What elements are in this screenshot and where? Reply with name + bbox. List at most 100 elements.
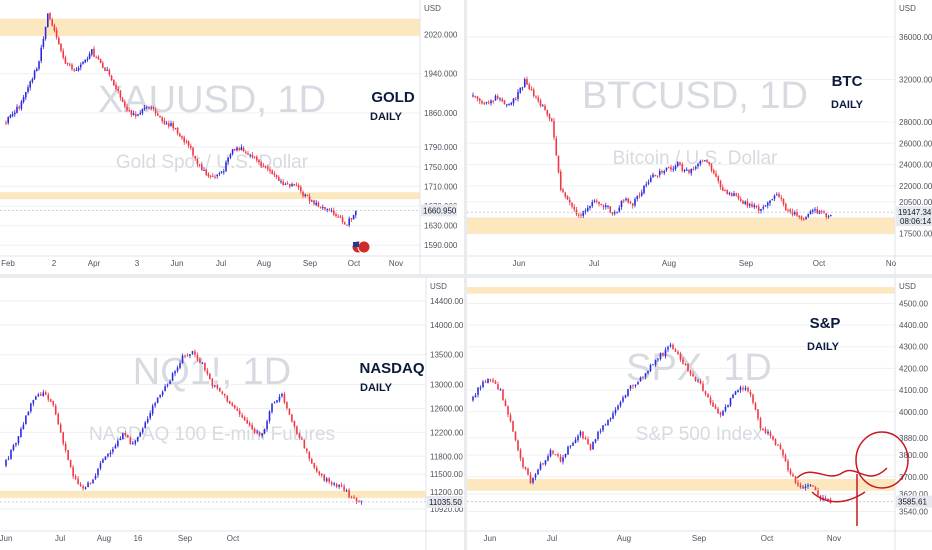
candle-body (639, 377, 642, 382)
candle-body (692, 169, 695, 171)
price-tick-label: 17500.00 (899, 230, 932, 239)
candle-body (311, 200, 313, 202)
candle-body (73, 69, 75, 71)
price-tick-label: 4100.00 (899, 386, 928, 395)
candle-body (238, 148, 240, 150)
candle-body (476, 96, 479, 99)
candle-body (318, 471, 321, 475)
candle-body (747, 387, 749, 392)
candle-body (16, 106, 18, 113)
candle-body (191, 351, 194, 354)
candle-body (689, 370, 692, 375)
candle-body (627, 198, 630, 203)
candle-body (141, 428, 144, 433)
candle-body (681, 163, 684, 171)
nasdaq-chart-panel[interactable]: NQ1!, 1D NASDAQ 100 E-mini Futures USD 1440… (0, 278, 464, 550)
candle-body (196, 159, 199, 164)
candle-body (84, 487, 87, 489)
candle-body (485, 101, 488, 104)
candle-body (816, 209, 819, 214)
candle-body (176, 367, 179, 371)
candle-body (526, 79, 528, 85)
candle-body (710, 164, 713, 171)
candle-body (793, 212, 796, 215)
candle-body (568, 199, 571, 203)
btc-chart-panel[interactable]: BTCUSD, 1D Bitcoin / U.S. Dollar USD 36000.… (467, 0, 932, 274)
candle-body (302, 191, 304, 196)
candle-body (75, 69, 78, 71)
candle-body (717, 176, 720, 181)
candle-body (152, 107, 155, 110)
candle-body (825, 213, 828, 218)
candle-body (797, 482, 799, 486)
gold-chart-panel[interactable]: XAUUSD, 1D Gold Spot / U.S. Dollar USD 2020… (0, 0, 464, 274)
candle-body (146, 418, 149, 423)
candle-body (772, 436, 774, 440)
candle-body (196, 355, 199, 360)
price-tick-label: 4200.00 (899, 364, 928, 373)
support-resistance-zone (0, 18, 420, 36)
candle-body (807, 214, 810, 217)
candle-body (275, 175, 278, 178)
candle-body (589, 205, 591, 208)
time-tick-label: Sep (303, 259, 318, 268)
candle-body (77, 478, 79, 485)
candle-body (157, 113, 159, 116)
sp500-chart-panel[interactable]: SPX, 1D S&P 500 Index USD 4500.00 4400.00 430… (467, 278, 932, 550)
candle-body (333, 209, 335, 215)
candle-body (714, 405, 717, 409)
last-price-label: 19147.34 (898, 208, 932, 217)
candle-body (592, 441, 594, 450)
candle-body (614, 409, 617, 414)
candle-body (712, 402, 714, 407)
candle-body (764, 429, 767, 433)
candle-body (782, 449, 784, 456)
price-tick-label: 1590.000 (424, 241, 458, 250)
candle-body (773, 195, 776, 199)
candle-body (694, 377, 697, 381)
candle-body (704, 391, 707, 394)
candle-body (512, 420, 514, 432)
candle-body (613, 212, 616, 214)
candle-body (151, 405, 154, 414)
candle-body (607, 205, 609, 207)
candle-body (286, 402, 288, 409)
candle-body (136, 436, 139, 442)
candle-body (263, 429, 266, 434)
candle-body (742, 387, 744, 390)
candle-body (325, 478, 328, 482)
candle-body (303, 439, 306, 449)
candle-body (514, 431, 517, 441)
candle-body (283, 394, 286, 403)
time-tick-label: 3 (135, 259, 140, 268)
candle-body (296, 426, 298, 434)
candle-body (87, 482, 89, 488)
candle-body (524, 466, 527, 469)
candle-body (58, 37, 60, 45)
candle-body (218, 173, 221, 175)
candle-body (598, 202, 600, 205)
candle-body (350, 496, 353, 498)
candle-body (602, 205, 605, 208)
candle-body (667, 167, 670, 169)
candle-body (333, 483, 335, 485)
candle-body (787, 209, 789, 211)
candle-body (295, 184, 298, 186)
candle-body (355, 210, 357, 216)
candle-body (690, 169, 693, 174)
candle-body (301, 438, 303, 440)
candle-body (708, 161, 711, 165)
candle-body (676, 162, 679, 167)
candle-body (201, 362, 204, 364)
candle-body (617, 405, 619, 410)
candle-body (127, 434, 129, 438)
price-tick-label: 22000.00 (899, 182, 932, 191)
price-tick-label: 11800.00 (430, 452, 463, 461)
candle-body (501, 98, 504, 102)
watermark-description: S&P 500 Index (636, 424, 763, 445)
candle-body (523, 79, 526, 88)
watermark-description: Bitcoin / U.S. Dollar (613, 148, 778, 169)
candle-body (679, 353, 682, 360)
candle-body (353, 497, 355, 499)
candle-body (800, 216, 803, 220)
